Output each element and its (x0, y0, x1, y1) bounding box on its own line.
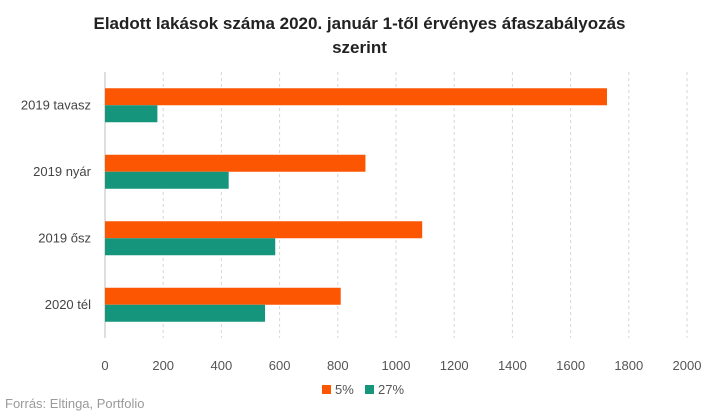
bar-series2 (105, 105, 158, 123)
y-category-label: 2019 tavasz (21, 97, 91, 112)
x-tick-label: 1600 (556, 358, 585, 373)
bar-series1 (105, 221, 423, 239)
chart-title-line1: Eladott lakások száma 2020. január 1-től… (93, 14, 626, 33)
legend-label: 5% (335, 382, 354, 397)
x-tick-label: 1000 (382, 358, 411, 373)
chart-title-line2: szerint (332, 38, 387, 57)
y-category-label: 2020 tél (45, 297, 91, 312)
bar-series1 (105, 287, 341, 305)
x-tick-label: 800 (327, 358, 349, 373)
x-tick-label: 1200 (440, 358, 469, 373)
x-tick-label: 1400 (498, 358, 527, 373)
x-tick-label: 2000 (673, 358, 702, 373)
chart-title: Eladott lakások száma 2020. január 1-től… (0, 12, 719, 60)
bar-series2 (105, 238, 276, 256)
y-category-label: 2019 nyár (33, 164, 91, 179)
legend-label: 27% (378, 382, 404, 397)
x-tick-label: 400 (211, 358, 233, 373)
bar-series1 (105, 154, 366, 172)
x-tick-label: 600 (269, 358, 291, 373)
x-tick-label: 200 (152, 358, 174, 373)
bar-series2 (105, 304, 266, 322)
bar-series2 (105, 171, 229, 189)
source-note: Forrás: Eltinga, Portfolio (5, 396, 145, 411)
legend-swatch (322, 385, 331, 394)
legend-swatch (365, 385, 374, 394)
bar-series1 (105, 88, 607, 106)
y-category-label: 2019 ősz (38, 230, 91, 245)
x-tick-label: 0 (101, 358, 108, 373)
x-tick-label: 1800 (614, 358, 643, 373)
